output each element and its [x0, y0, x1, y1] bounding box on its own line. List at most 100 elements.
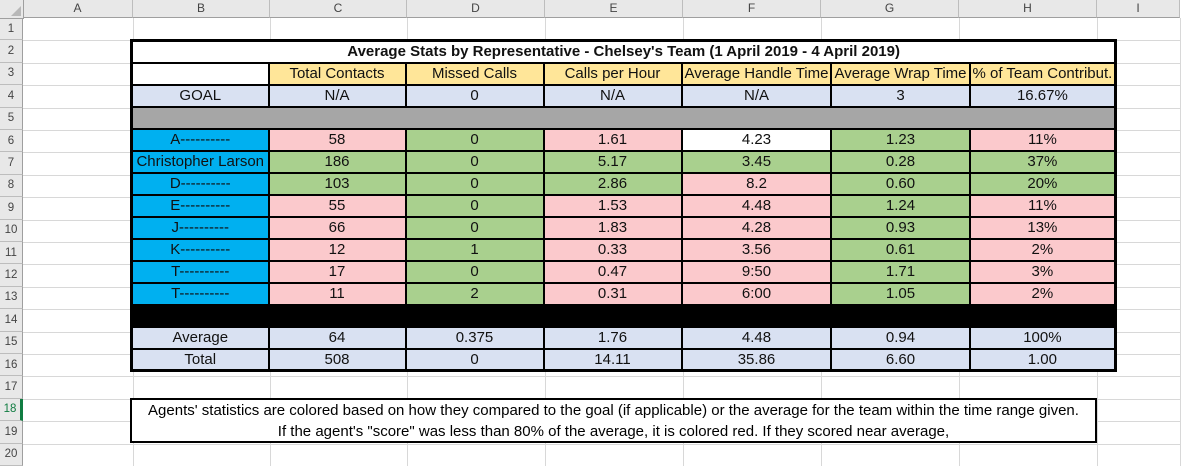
goal-value-cell[interactable]: N/A: [680, 83, 833, 108]
goal-value-cell[interactable]: 0: [404, 83, 545, 108]
average-value-cell[interactable]: 64: [267, 325, 407, 350]
agent-name-cell[interactable]: T----------: [130, 259, 270, 284]
stat-cell[interactable]: 0.47: [542, 259, 683, 284]
stat-cell[interactable]: 11%: [968, 193, 1117, 218]
row-header-12[interactable]: 12: [0, 264, 23, 287]
row-header-10[interactable]: 10: [0, 219, 23, 242]
goal-value-cell[interactable]: 3: [830, 83, 971, 108]
agent-name-cell[interactable]: E----------: [130, 193, 270, 218]
total-value-cell[interactable]: 0: [404, 347, 545, 372]
stat-column-header[interactable]: Average Wrap Time: [830, 61, 971, 86]
stat-cell[interactable]: 4.23: [680, 127, 833, 152]
row-header-16[interactable]: 16: [0, 354, 23, 377]
column-header-B[interactable]: B: [133, 0, 270, 18]
stat-cell[interactable]: 2%: [968, 237, 1117, 262]
row-header-14[interactable]: 14: [0, 309, 23, 332]
stat-cell[interactable]: 1.71: [830, 259, 971, 284]
column-header-C[interactable]: C: [270, 0, 407, 18]
row-header-4[interactable]: 4: [0, 85, 23, 108]
row-header-19[interactable]: 19: [0, 421, 23, 444]
stat-cell[interactable]: 2%: [968, 281, 1117, 306]
stat-cell[interactable]: 0: [404, 193, 545, 218]
total-label-cell[interactable]: Total: [130, 347, 270, 372]
goal-value-cell[interactable]: N/A: [542, 83, 683, 108]
goal-value-cell[interactable]: N/A: [267, 83, 407, 108]
stat-cell[interactable]: 0: [404, 215, 545, 240]
stat-column-header[interactable]: Average Handle Time: [680, 61, 833, 86]
stat-cell[interactable]: 2: [404, 281, 545, 306]
stat-cell[interactable]: 9:50: [680, 259, 833, 284]
column-header-D[interactable]: D: [407, 0, 545, 18]
column-header-E[interactable]: E: [545, 0, 683, 18]
stat-column-header[interactable]: Calls per Hour: [542, 61, 683, 86]
stat-cell[interactable]: 0.61: [830, 237, 971, 262]
stat-cell[interactable]: 0: [404, 259, 545, 284]
row-header-11[interactable]: 11: [0, 242, 23, 265]
stat-cell[interactable]: 66: [267, 215, 407, 240]
stat-cell[interactable]: 1.61: [542, 127, 683, 152]
stat-cell[interactable]: 11%: [968, 127, 1117, 152]
average-value-cell[interactable]: 0.375: [404, 325, 545, 350]
stat-cell[interactable]: 4.48: [680, 193, 833, 218]
stat-cell[interactable]: 3.45: [680, 149, 833, 174]
row-header-17[interactable]: 17: [0, 376, 23, 399]
agent-name-cell[interactable]: T----------: [130, 281, 270, 306]
stat-cell[interactable]: 37%: [968, 149, 1117, 174]
stat-column-header[interactable]: Total Contacts: [267, 61, 407, 86]
stat-cell[interactable]: 1.05: [830, 281, 971, 306]
stat-cell[interactable]: 0.60: [830, 171, 971, 196]
stat-cell[interactable]: 186: [267, 149, 407, 174]
agent-name-cell[interactable]: J----------: [130, 215, 270, 240]
stat-cell[interactable]: 0: [404, 127, 545, 152]
total-value-cell[interactable]: 35.86: [680, 347, 833, 372]
stat-cell[interactable]: 0: [404, 171, 545, 196]
separator-row-black[interactable]: [130, 303, 1117, 328]
stat-cell[interactable]: 8.2: [680, 171, 833, 196]
row-header-3[interactable]: 3: [0, 62, 23, 86]
total-value-cell[interactable]: 6.60: [830, 347, 971, 372]
total-value-cell[interactable]: 1.00: [968, 347, 1117, 372]
stat-cell[interactable]: 3.56: [680, 237, 833, 262]
average-label-cell[interactable]: Average: [130, 325, 270, 350]
total-value-cell[interactable]: 14.11: [542, 347, 683, 372]
row-header-6[interactable]: 6: [0, 130, 23, 153]
row-header-18[interactable]: 18: [0, 398, 23, 422]
select-all-corner[interactable]: [0, 0, 24, 19]
column-header-F[interactable]: F: [683, 0, 821, 18]
stat-cell[interactable]: 6:00: [680, 281, 833, 306]
average-value-cell[interactable]: 0.94: [830, 325, 971, 350]
stat-cell[interactable]: 11: [267, 281, 407, 306]
stat-cell[interactable]: 20%: [968, 171, 1117, 196]
row-header-2[interactable]: 2: [0, 40, 23, 63]
stat-cell[interactable]: 0.31: [542, 281, 683, 306]
stat-cell[interactable]: 1.23: [830, 127, 971, 152]
agent-name-cell[interactable]: D----------: [130, 171, 270, 196]
separator-row-gray[interactable]: [130, 105, 1117, 130]
stat-cell[interactable]: 12: [267, 237, 407, 262]
stat-cell[interactable]: 2.86: [542, 171, 683, 196]
row-header-9[interactable]: 9: [0, 197, 23, 220]
stat-cell[interactable]: 4.28: [680, 215, 833, 240]
row-header-1[interactable]: 1: [0, 18, 23, 41]
column-header-A[interactable]: A: [23, 0, 133, 18]
stat-cell[interactable]: 3%: [968, 259, 1117, 284]
stat-cell[interactable]: 17: [267, 259, 407, 284]
stat-column-header[interactable]: % of Team Contribut.: [968, 61, 1117, 86]
row-header-20[interactable]: 20: [0, 443, 23, 466]
stat-cell[interactable]: 0.28: [830, 149, 971, 174]
row-header-13[interactable]: 13: [0, 286, 23, 310]
goal-label-cell[interactable]: GOAL: [130, 83, 270, 108]
stat-cell[interactable]: 55: [267, 193, 407, 218]
row-header-15[interactable]: 15: [0, 331, 23, 354]
agent-name-cell[interactable]: Christopher Larson: [130, 149, 270, 174]
average-value-cell[interactable]: 1.76: [542, 325, 683, 350]
agent-name-cell[interactable]: K----------: [130, 237, 270, 262]
stat-cell[interactable]: 0.33: [542, 237, 683, 262]
stat-cell[interactable]: 1.83: [542, 215, 683, 240]
average-value-cell[interactable]: 100%: [968, 325, 1117, 350]
stat-cell[interactable]: 1.24: [830, 193, 971, 218]
notes-text-box[interactable]: Agents' statistics are colored based on …: [130, 398, 1097, 443]
blank-header-cell[interactable]: [130, 61, 270, 86]
column-header-G[interactable]: G: [821, 0, 959, 18]
column-header-I[interactable]: I: [1097, 0, 1180, 18]
